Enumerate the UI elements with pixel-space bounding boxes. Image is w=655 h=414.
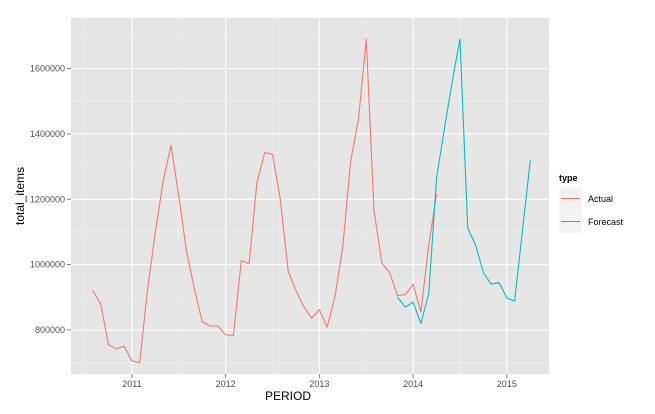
y-tick-label: 1200000	[30, 194, 65, 204]
y-axis-title: total_items	[13, 167, 27, 225]
x-axis-title: PERIOD	[265, 389, 311, 403]
x-tick-label: 2015	[497, 379, 517, 389]
x-tick-label: 2012	[216, 379, 236, 389]
legend: type Actual Forecast	[558, 173, 624, 234]
legend-label-forecast: Forecast	[588, 217, 624, 227]
major-gridlines	[71, 18, 549, 374]
y-tick-label: 800000	[35, 325, 65, 335]
x-tick-label: 2011	[122, 379, 141, 389]
legend-title: type	[559, 173, 578, 183]
x-axis: 2011 2012 2013 2014 2015	[122, 374, 517, 389]
y-tick-label: 1600000	[30, 64, 65, 74]
x-tick-label: 2014	[403, 379, 423, 389]
plot-panel	[71, 18, 549, 374]
legend-label-actual: Actual	[588, 194, 613, 204]
y-tick-label: 1000000	[30, 260, 65, 270]
y-tick-label: 1400000	[30, 129, 65, 139]
y-axis: 800000 1000000 1200000 1400000 1600000	[30, 64, 71, 335]
series-lines	[92, 38, 531, 364]
series-line-forecast	[396, 38, 531, 324]
x-tick-label: 2013	[309, 379, 329, 389]
minor-gridlines	[71, 18, 549, 374]
series-line-actual	[92, 38, 438, 364]
